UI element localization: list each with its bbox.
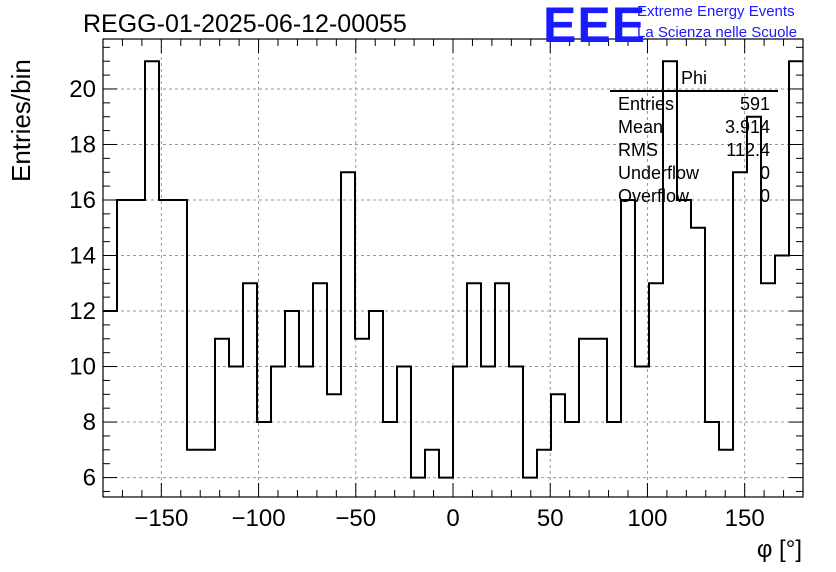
x-tick-label: 0 — [446, 505, 459, 532]
x-tick-label: 50 — [537, 505, 564, 532]
stats-title: Phi — [610, 68, 778, 92]
y-tick-label: 10 — [69, 354, 96, 381]
stats-row-entries: Entries 591 — [610, 94, 778, 117]
stats-box: Phi Entries 591 Mean 3.914 RMS 112.4 Und… — [610, 68, 778, 209]
y-axis-label: Entries/bin — [6, 59, 36, 182]
stats-key: Underflow — [618, 163, 700, 183]
logo-line-2: La Scienza nelle Scuole — [637, 24, 798, 41]
x-tick-label: 100 — [627, 505, 667, 532]
x-tick-label: −50 — [335, 505, 376, 532]
stats-row-underflow: Underflow 0 — [610, 163, 778, 186]
stats-value: 0 — [759, 186, 770, 206]
stats-value: 0 — [759, 163, 770, 183]
x-axis-label: φ [°] — [756, 536, 802, 563]
y-tick-label: 14 — [69, 243, 96, 270]
stats-row-rms: RMS 112.4 — [610, 140, 778, 163]
histogram-series — [103, 60, 803, 479]
x-tick-label: 150 — [725, 505, 765, 532]
x-tick-label: −150 — [134, 505, 188, 532]
y-tick-label: 8 — [83, 409, 96, 436]
chart-title: REGG-01-2025-06-12-00055 — [83, 10, 407, 38]
stats-key: Overflow — [618, 186, 690, 206]
stats-key: Mean — [618, 117, 664, 137]
stats-row-overflow: Overflow 0 — [610, 186, 778, 209]
y-tick-label: 12 — [69, 298, 96, 325]
y-tick-label: 20 — [69, 76, 96, 103]
stats-key: Entries — [618, 94, 675, 114]
x-tick-label: −100 — [232, 505, 286, 532]
stats-key: RMS — [618, 140, 658, 160]
stats-value: 3.914 — [724, 117, 770, 137]
eee-logo: EEE — [543, 0, 647, 53]
y-tick-label: 18 — [69, 131, 96, 158]
y-tick-label: 6 — [83, 465, 96, 492]
logo-line-1: Extreme Energy Events — [637, 3, 795, 20]
y-tick-label: 16 — [69, 187, 96, 214]
stats-row-mean: Mean 3.914 — [610, 117, 778, 140]
stats-value: 591 — [739, 94, 770, 114]
stats-value: 112.4 — [726, 140, 770, 160]
